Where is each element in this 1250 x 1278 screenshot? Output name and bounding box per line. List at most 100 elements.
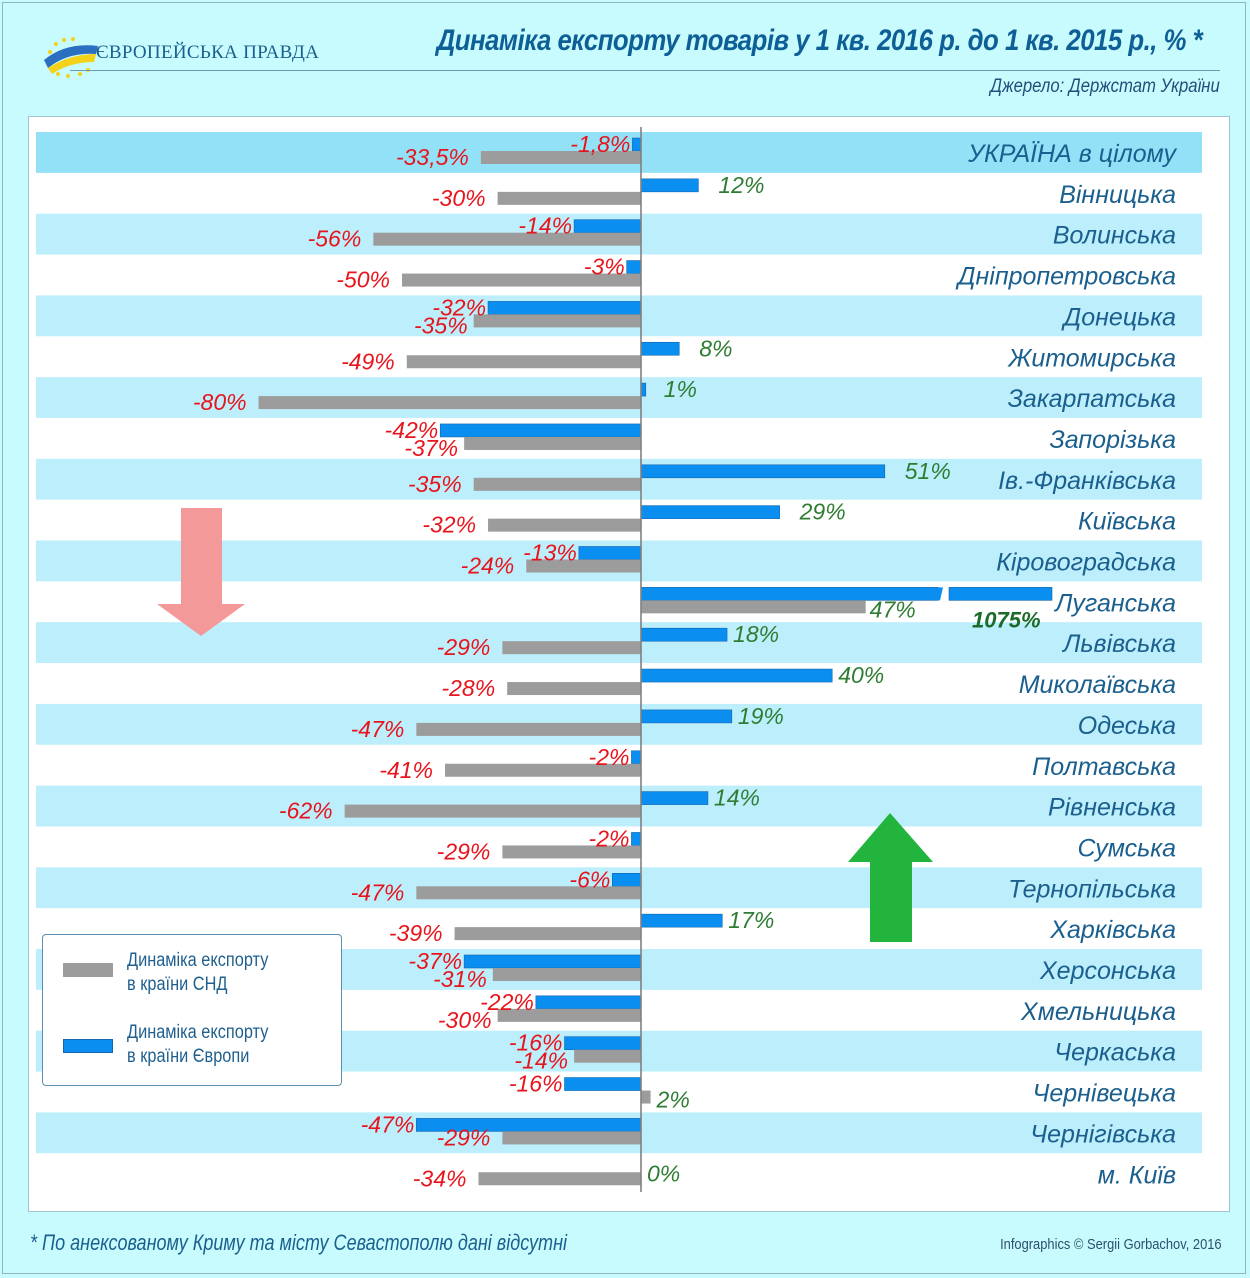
bar-europe: [631, 750, 642, 765]
data-label-cis: -80%: [193, 389, 247, 415]
data-label-cis: -41%: [379, 757, 433, 783]
legend-label-cis: Динаміка експорту в країни СНД: [127, 949, 268, 997]
bar-cis: [502, 1131, 641, 1145]
bar-cis: [373, 232, 641, 246]
bar-cis: [344, 804, 641, 818]
data-label-europe: 1075%: [972, 607, 1041, 632]
data-label-cis: -33,5%: [396, 144, 469, 170]
category-label: м. Київ: [1098, 1161, 1176, 1189]
category-label: Полтавська: [1032, 753, 1176, 781]
bar-cis: [445, 763, 641, 777]
bar-cis: [478, 1172, 641, 1186]
bar-europe: [640, 627, 728, 642]
bar-cis: [464, 436, 641, 450]
footnote: * По анексованому Криму та місту Севасто…: [30, 1230, 568, 1255]
data-label-cis: 47%: [870, 596, 916, 622]
data-label-cis: -14%: [514, 1048, 568, 1074]
bar-europe: [626, 260, 642, 274]
data-label-cis: 2%: [656, 1087, 690, 1113]
bar-cis: [258, 396, 641, 410]
data-label-europe: -16%: [509, 1071, 563, 1097]
bar-cis: [488, 518, 641, 532]
data-label-europe: -14%: [518, 213, 572, 239]
bar-europe: [640, 913, 723, 928]
data-label-cis: -62%: [279, 798, 333, 824]
data-label-europe: 17%: [728, 907, 774, 933]
data-label-europe: 29%: [799, 499, 846, 525]
legend-label-europe: Динаміка експорту в країни Європи: [127, 1021, 268, 1069]
data-label-cis: -30%: [438, 1007, 492, 1033]
bar-cis: [526, 559, 641, 573]
category-label: Волинська: [1053, 222, 1176, 250]
data-label-cis: -30%: [432, 185, 486, 211]
data-label-cis: -29%: [437, 838, 491, 864]
category-label: Чернівецька: [1032, 1080, 1176, 1108]
bar-cis: [502, 845, 641, 859]
data-label-europe: 40%: [838, 662, 884, 688]
category-label: Львівська: [1061, 630, 1176, 658]
data-label-europe: 8%: [699, 335, 732, 361]
data-label-europe: -2%: [589, 744, 630, 770]
bar-cis: [641, 600, 866, 614]
data-label-cis: -35%: [408, 471, 462, 497]
data-label-europe: -1,8%: [570, 131, 630, 157]
bar-europe: [640, 709, 733, 724]
data-label-europe: 18%: [733, 621, 779, 647]
category-label: Тернопільська: [1008, 875, 1176, 903]
header-divider: [70, 70, 1220, 71]
category-label: УКРАЇНА в цілому: [967, 140, 1177, 168]
category-label: Одеська: [1078, 712, 1176, 740]
chart-title: Динаміка експорту товарів у 1 кв. 2016 р…: [436, 24, 1202, 57]
bar-cis: [416, 886, 641, 900]
bar-cis: [507, 682, 641, 696]
category-label: Миколаївська: [1019, 671, 1176, 699]
data-label-cis: -29%: [437, 1124, 491, 1150]
category-label: Черкаська: [1054, 1039, 1176, 1067]
axis-break-mark: [935, 587, 943, 601]
data-label-cis: -37%: [404, 435, 458, 461]
category-label: Запорізька: [1049, 426, 1176, 454]
data-label-europe: -32%: [432, 294, 486, 320]
bar-europe: [487, 301, 642, 315]
data-label-cis: -31%: [433, 966, 487, 992]
data-label-europe: -42%: [385, 417, 439, 443]
category-label: Рівненська: [1048, 794, 1176, 822]
bar-cis: [406, 355, 641, 369]
category-label: Кіровоградська: [996, 549, 1176, 577]
bar-europe: [640, 668, 833, 683]
bar-cis: [641, 1090, 651, 1104]
bar-europe: [535, 995, 642, 1010]
bar-cis: [416, 722, 641, 736]
legend: Динаміка експорту в країни СНД Динаміка …: [42, 934, 342, 1086]
bar-cis: [454, 927, 641, 941]
data-label-cis: -47%: [351, 879, 405, 905]
data-label-europe: 0%: [647, 1160, 680, 1186]
bar-europe: [439, 423, 642, 438]
bar-europe: [578, 546, 642, 560]
category-label: Сумська: [1078, 834, 1177, 862]
category-label: Закарпатська: [1008, 385, 1177, 413]
data-label-europe: -13%: [523, 540, 577, 566]
category-label: Херсонська: [1039, 957, 1176, 985]
bar-europe: [640, 464, 886, 479]
data-label-europe: -6%: [569, 866, 610, 892]
legend-label-cis-line1: Динаміка експорту: [127, 950, 269, 971]
bar-europe: [564, 1077, 642, 1091]
legend-swatch-europe: [63, 1039, 113, 1053]
bar-europe: [640, 178, 699, 193]
category-label: Донецька: [1061, 303, 1176, 331]
bar-europe: [948, 587, 1053, 601]
data-label-cis: -56%: [308, 226, 362, 252]
category-label: Дніпропетровська: [955, 263, 1176, 291]
credit: Infographics © Sergii Gorbachov, 2016: [1000, 1236, 1222, 1253]
data-label-cis: -24%: [461, 553, 515, 579]
category-label: Ів.-Франківська: [998, 467, 1176, 495]
data-label-europe: -2%: [589, 825, 630, 851]
bar-cis: [473, 477, 641, 491]
evropeiska-pravda-logo-icon: [44, 37, 98, 78]
category-label: Житомирська: [1006, 344, 1176, 372]
data-label-cis: -34%: [413, 1165, 467, 1191]
data-label-europe: -47%: [361, 1111, 415, 1137]
